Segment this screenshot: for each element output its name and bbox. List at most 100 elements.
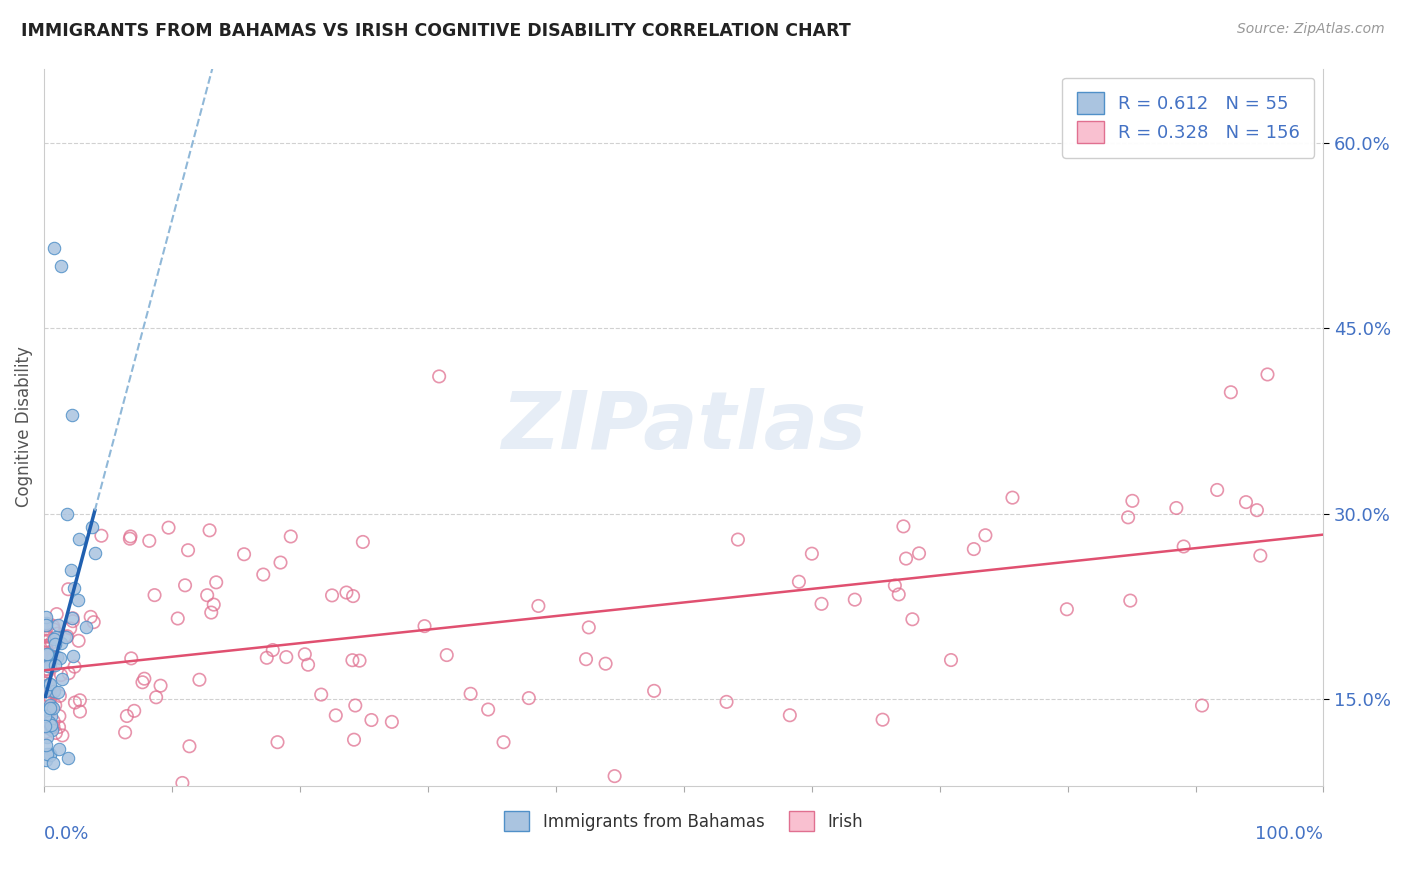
Point [138,533,160,548]
Point [887,587,910,601]
Point [39,747,62,761]
Point [39,747,62,762]
Point [53,630,76,644]
Point [492,735,515,749]
Point [83,615,105,629]
Point [48,720,70,734]
Point [34,719,56,733]
Point [1219,385,1241,400]
Point [35,641,58,656]
Point [517,691,540,706]
Point [34,635,56,649]
Point [349,654,371,668]
Point [39,650,62,665]
Point [41,650,63,665]
Point [34,690,56,705]
Point [46,685,69,699]
Point [118,532,141,546]
Point [38,714,60,729]
Point [342,589,364,603]
Point [42,685,65,699]
Point [149,679,172,693]
Point [46,626,69,640]
Point [800,547,823,561]
Point [787,574,810,589]
Point [134,672,156,686]
Point [38,681,60,695]
Point [202,598,225,612]
Point [37,616,59,631]
Point [34,676,56,690]
Point [256,650,278,665]
Text: Source: ZipAtlas.com: Source: ZipAtlas.com [1237,22,1385,37]
Point [34,630,56,644]
Point [727,533,749,547]
Point [198,524,221,538]
Point [1246,503,1268,517]
Point [779,708,801,723]
Point [38,685,60,699]
Point [48,709,70,723]
Point [34,725,56,739]
Point [1116,510,1139,524]
Point [44,636,66,650]
Point [63,696,86,710]
Point [75,620,97,634]
Point [39,715,62,730]
Point [114,725,136,739]
Point [44,698,66,713]
Point [527,599,550,613]
Point [901,612,924,626]
Point [39,690,62,705]
Point [34,671,56,685]
Point [595,657,617,671]
Point [908,546,931,560]
Point [56,629,79,643]
Point [1166,501,1188,516]
Point [939,653,962,667]
Point [37,658,59,673]
Point [51,672,73,686]
Point [42,714,65,729]
Point [205,575,228,590]
Point [894,551,917,566]
Point [67,633,90,648]
Point [69,693,91,707]
Point [603,769,626,783]
Point [39,709,62,723]
Point [321,588,343,602]
Point [34,615,56,630]
Point [62,611,84,625]
Point [200,606,222,620]
Point [477,702,499,716]
Point [41,720,63,734]
Point [39,677,62,691]
Point [716,695,738,709]
Point [35,628,58,642]
Point [143,588,166,602]
Point [38,721,60,735]
Point [49,260,72,274]
Point [460,687,482,701]
Point [252,567,274,582]
Point [37,714,59,729]
Point [37,703,59,717]
Point [34,684,56,698]
Point [352,535,374,549]
Point [270,556,292,570]
Point [80,610,103,624]
Point [49,689,72,703]
Point [62,581,84,595]
Point [37,633,59,648]
Point [280,529,302,543]
Point [436,648,458,662]
Point [35,639,58,653]
Text: 100.0%: 100.0% [1256,825,1323,843]
Point [37,665,59,679]
Point [46,649,69,664]
Point [80,520,103,534]
Point [325,708,347,723]
Point [1119,593,1142,607]
Point [35,610,58,624]
Point [45,726,67,740]
